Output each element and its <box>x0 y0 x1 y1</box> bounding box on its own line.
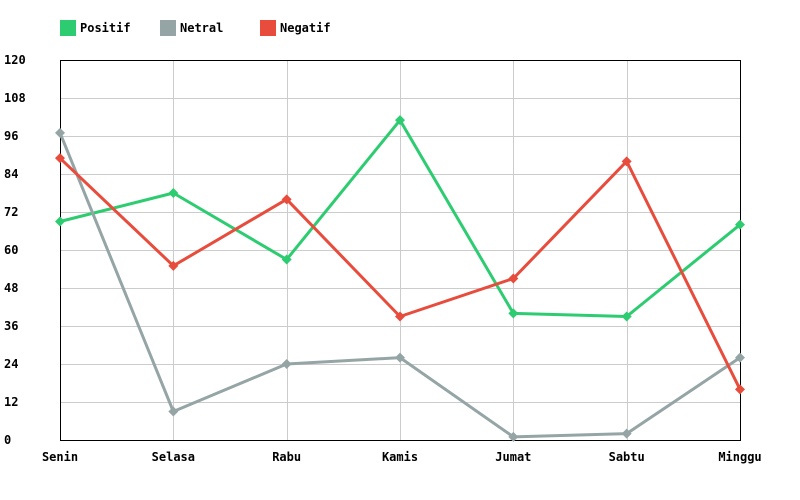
legend-swatch-positif <box>60 20 76 36</box>
y-tick-label: 120 <box>4 53 26 67</box>
x-tick-label: Minggu <box>718 450 761 464</box>
data-point-negatif[interactable] <box>281 194 292 205</box>
y-axis-labels: 0 12 24 36 48 60 72 84 96 108 120 <box>4 53 26 447</box>
series-lines <box>55 115 745 442</box>
y-tick-label: 36 <box>4 319 18 333</box>
series-positif <box>55 115 745 322</box>
data-point-netral[interactable] <box>168 406 179 417</box>
y-tick-label: 48 <box>4 281 18 295</box>
y-tick-label: 84 <box>4 167 18 181</box>
data-point-netral[interactable] <box>621 428 632 439</box>
data-point-netral[interactable] <box>55 127 65 138</box>
data-point-positif[interactable] <box>395 115 405 126</box>
x-tick-label: Senin <box>42 450 78 464</box>
x-tick-label: Sabtu <box>609 450 645 464</box>
data-point-netral[interactable] <box>281 359 292 369</box>
data-point-positif[interactable] <box>55 216 65 227</box>
y-tick-label: 60 <box>4 243 18 257</box>
data-point-netral[interactable] <box>508 431 519 442</box>
y-tick-label: 72 <box>4 205 18 219</box>
data-point-positif[interactable] <box>621 311 632 322</box>
data-point-positif[interactable] <box>735 219 745 230</box>
legend-label-positif: Positif <box>80 21 131 35</box>
x-tick-label: Jumat <box>495 450 531 464</box>
y-tick-label: 24 <box>4 357 18 371</box>
data-point-negatif[interactable] <box>395 311 405 322</box>
data-point-positif[interactable] <box>168 188 179 198</box>
data-point-negatif[interactable] <box>735 384 745 395</box>
series-negatif <box>55 153 745 395</box>
data-point-positif[interactable] <box>281 254 292 265</box>
data-point-negatif[interactable] <box>55 153 65 164</box>
x-axis-labels: Senin Selasa Rabu Kamis Jumat Sabtu Minggu <box>42 450 762 464</box>
legend-item-netral[interactable]: Netral <box>160 19 223 37</box>
series-netral <box>55 127 745 442</box>
legend-swatch-negatif <box>260 20 276 36</box>
y-tick-label: 96 <box>4 129 18 143</box>
data-point-negatif[interactable] <box>621 156 632 167</box>
legend-swatch-netral <box>160 20 176 36</box>
x-tick-label: Kamis <box>382 450 418 464</box>
data-point-positif[interactable] <box>508 308 519 319</box>
x-tick-label: Rabu <box>272 450 301 464</box>
y-tick-label: 108 <box>4 91 26 105</box>
x-tick-label: Selasa <box>152 450 195 464</box>
data-point-negatif[interactable] <box>168 260 179 271</box>
legend-label-netral: Netral <box>180 21 224 35</box>
plot-frame <box>60 60 741 441</box>
data-point-negatif[interactable] <box>508 273 519 284</box>
legend-item-negatif[interactable]: Negatif <box>260 19 331 37</box>
y-tick-label: 0 <box>4 433 11 447</box>
y-tick-label: 12 <box>4 395 18 409</box>
data-point-netral[interactable] <box>395 352 405 363</box>
legend-label-negatif: Negatif <box>280 21 331 35</box>
data-point-netral[interactable] <box>735 352 745 363</box>
legend-item-positif[interactable]: Positif <box>60 19 131 37</box>
